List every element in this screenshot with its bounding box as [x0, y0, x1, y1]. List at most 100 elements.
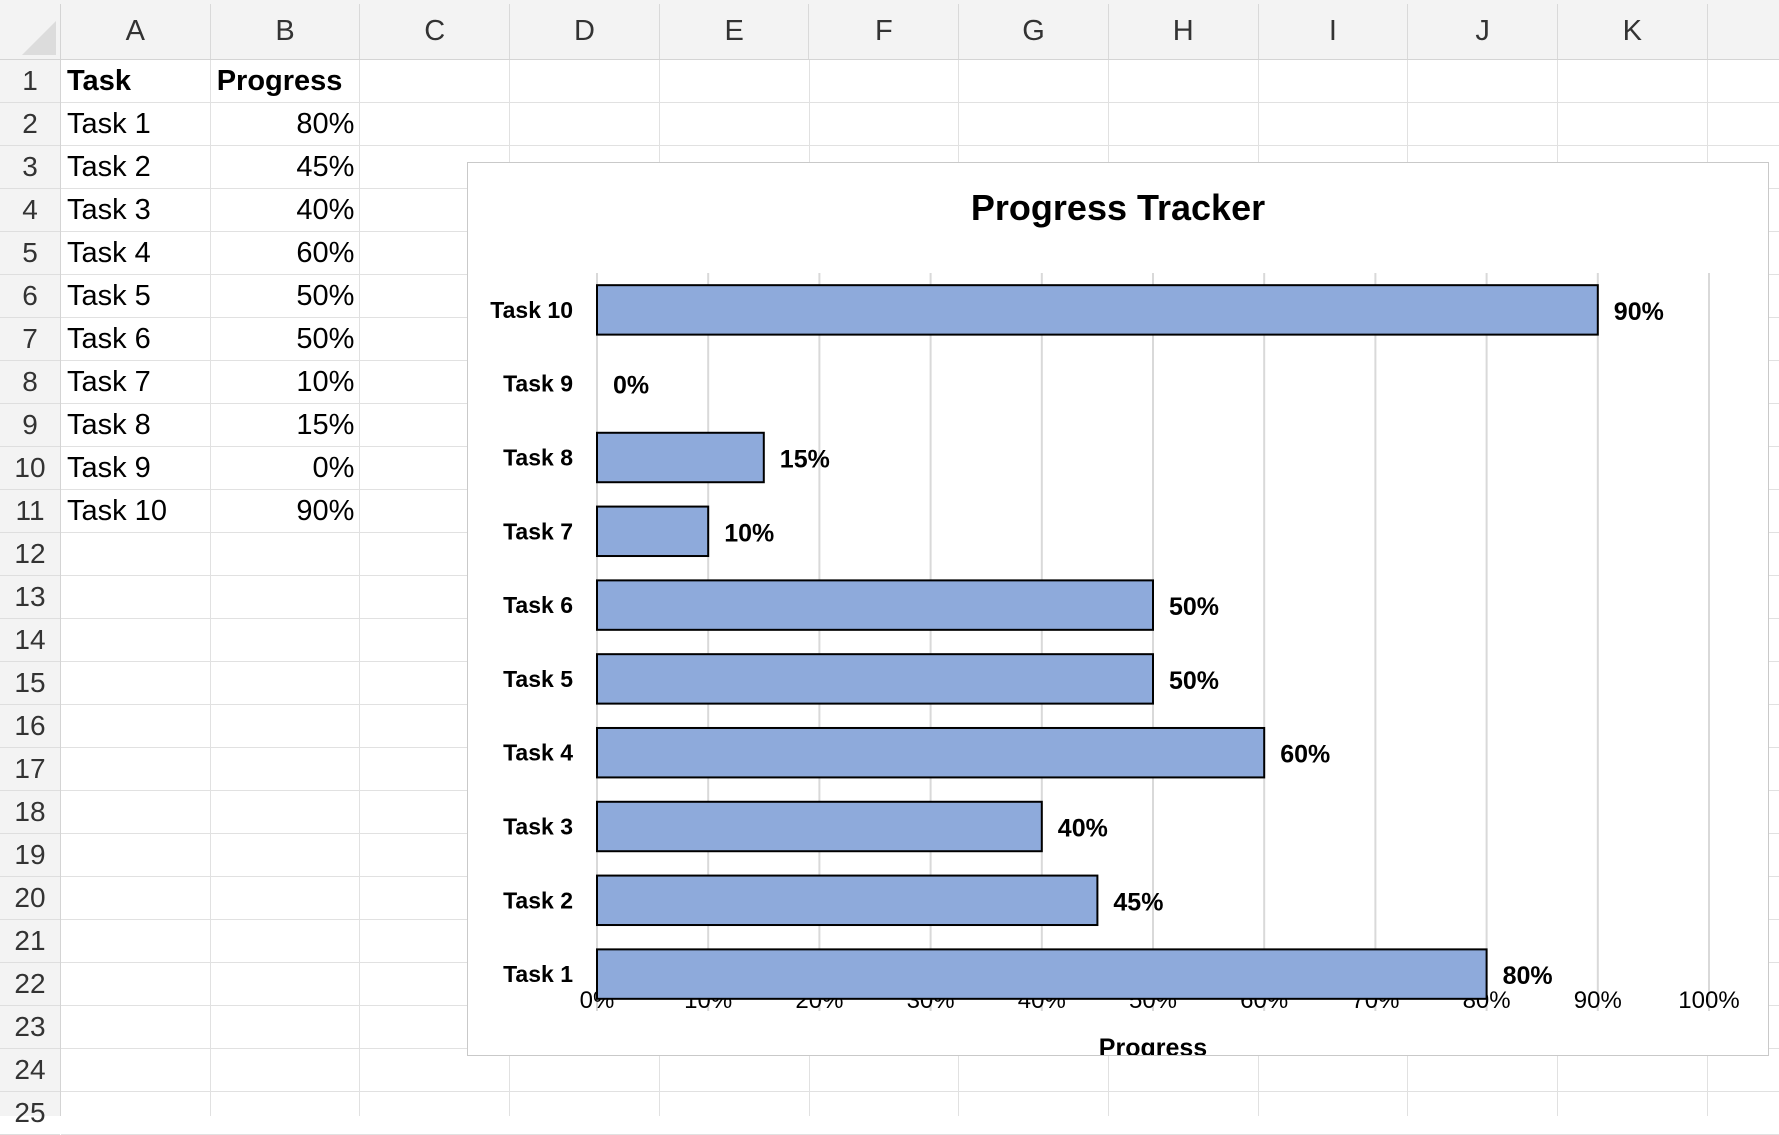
grid-column-line	[359, 60, 361, 1116]
bar	[596, 653, 1154, 705]
progress-cell[interactable]: 40%	[296, 194, 355, 226]
chart-plot: 0% 10% 20% 30% 40% 50% 60% 70% 80% 90% 100%Progres…	[490, 273, 1740, 1055]
row-header[interactable]: 1	[0, 60, 60, 103]
row-header[interactable]: 17	[0, 748, 60, 791]
row-header[interactable]: 5	[0, 232, 60, 275]
task-name-cell[interactable]: Task 6	[67, 323, 151, 355]
row-header[interactable]: 20	[0, 877, 60, 920]
category-label: Task 9	[503, 371, 573, 397]
row-header[interactable]: 3	[0, 146, 60, 189]
row-header[interactable]: 12	[0, 533, 60, 576]
progress-cell[interactable]: 80%	[296, 108, 355, 140]
grid-column-line	[209, 60, 211, 1116]
row-header[interactable]: 19	[0, 834, 60, 877]
row-header[interactable]: 21	[0, 920, 60, 963]
data-label: 50%	[1169, 593, 1219, 621]
bar	[596, 874, 1099, 927]
header-cell[interactable]: Progress	[216, 65, 343, 97]
column-header[interactable]: E	[660, 4, 810, 59]
row-header[interactable]: 14	[0, 619, 60, 662]
category-label: Task 5	[503, 666, 573, 692]
data-label: 90%	[1614, 298, 1664, 326]
task-name-cell[interactable]: Task 9	[67, 452, 151, 484]
progress-cell[interactable]: 10%	[296, 366, 355, 398]
data-label: 50%	[1169, 667, 1219, 695]
bar	[596, 948, 1488, 1000]
data-label: 10%	[724, 519, 774, 547]
column-header[interactable]: G	[959, 4, 1109, 59]
bar	[596, 505, 710, 558]
row-header[interactable]: 7	[0, 318, 60, 361]
progress-cell[interactable]: 15%	[296, 409, 355, 441]
data-label: 45%	[1113, 888, 1163, 916]
column-header[interactable]: K	[1558, 4, 1708, 59]
column-header[interactable]: B	[211, 4, 361, 59]
progress-cell[interactable]: 50%	[296, 323, 355, 355]
row-header[interactable]: 4	[0, 189, 60, 232]
row-header[interactable]: 8	[0, 361, 60, 404]
row-header[interactable]: 9	[0, 404, 60, 447]
bar	[596, 800, 1043, 853]
row-header[interactable]: 6	[0, 275, 60, 318]
category-label: Task 2	[503, 887, 573, 913]
column-header[interactable]: C	[360, 4, 511, 59]
bar	[596, 579, 1154, 631]
progress-cell[interactable]: 0%	[312, 452, 355, 484]
task-name-cell[interactable]: Task 10	[67, 495, 167, 527]
category-label: Task 7	[503, 518, 573, 544]
grid-row-line	[61, 102, 1779, 103]
row-header[interactable]: 23	[0, 1006, 60, 1049]
task-name-cell[interactable]: Task 1	[67, 108, 151, 140]
progress-cell[interactable]: 90%	[296, 495, 355, 527]
select-all-button[interactable]	[0, 4, 61, 60]
category-label: Task 4	[503, 740, 573, 766]
column-header[interactable]: D	[510, 4, 660, 59]
column-header[interactable]: F	[810, 4, 960, 59]
x-tick-label: 100%	[1678, 987, 1739, 1014]
chart-title: Progress Tracker	[970, 187, 1266, 228]
row-header-bar: 1 2 3 4 5 6 7 8 9 10 11 12 13 14 15 16 17 18 19 20 21 22 23 24 2…	[0, 60, 61, 1135]
task-name-cell[interactable]: Task 4	[67, 237, 151, 269]
row-header[interactable]: 18	[0, 791, 60, 834]
row-header[interactable]: 16	[0, 705, 60, 748]
bar	[596, 726, 1266, 779]
progress-cell[interactable]: 50%	[296, 280, 355, 312]
header-cell[interactable]: Task	[67, 65, 131, 97]
progress-cell[interactable]: 45%	[296, 151, 355, 183]
progress-chart[interactable]: Progress Tracker 0% 10% 20% 30% 40% 50% 60% 70%…	[467, 162, 1769, 1056]
category-label: Task 8	[503, 445, 573, 471]
column-header[interactable]: I	[1259, 4, 1409, 59]
bar	[596, 284, 1599, 336]
row-header[interactable]: 24	[0, 1049, 60, 1092]
row-header[interactable]: 11	[0, 490, 60, 533]
task-name-cell[interactable]: Task 8	[67, 409, 151, 441]
category-label: Task 10	[490, 297, 573, 323]
task-name-cell[interactable]: Task 7	[67, 366, 151, 398]
x-tick-label: 90%	[1574, 987, 1622, 1014]
column-header[interactable]: A	[61, 4, 211, 59]
column-header[interactable]: J	[1408, 4, 1558, 59]
task-name-cell[interactable]: Task 3	[67, 194, 151, 226]
category-label: Task 3	[503, 814, 573, 840]
data-label: 0%	[613, 372, 649, 400]
data-label: 80%	[1503, 962, 1553, 990]
row-header[interactable]: 2	[0, 103, 60, 146]
row-header[interactable]: 10	[0, 447, 60, 490]
row-header[interactable]: 13	[0, 576, 60, 619]
progress-cell[interactable]: 60%	[296, 237, 355, 269]
task-name-cell[interactable]: Task 2	[67, 151, 151, 183]
column-header[interactable]: H	[1109, 4, 1259, 59]
data-label: 15%	[780, 446, 830, 474]
select-all-triangle	[22, 21, 56, 55]
grid-row-line	[61, 145, 1779, 146]
bar	[596, 431, 765, 484]
data-label: 40%	[1058, 815, 1108, 843]
row-header[interactable]: 15	[0, 662, 60, 705]
category-label: Task 1	[503, 961, 573, 987]
data-label: 60%	[1280, 741, 1330, 769]
row-header[interactable]: 22	[0, 963, 60, 1006]
grid-row-line	[61, 1091, 1779, 1092]
row-header[interactable]: 25	[0, 1092, 60, 1135]
task-name-cell[interactable]: Task 5	[67, 280, 151, 312]
